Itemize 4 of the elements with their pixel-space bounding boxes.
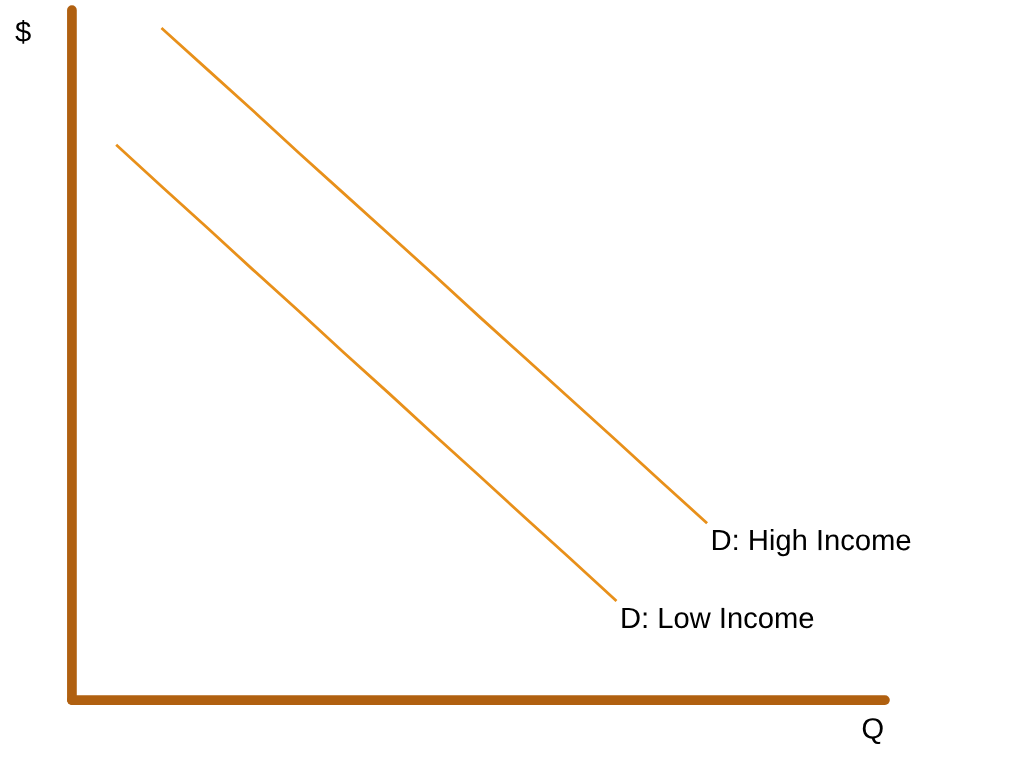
series-label: D: Low Income [622, 607, 814, 629]
series-label: D: High Income [712, 528, 911, 557]
x-axis-title: Q [862, 718, 883, 745]
y-axis-title: $ [15, 20, 31, 44]
